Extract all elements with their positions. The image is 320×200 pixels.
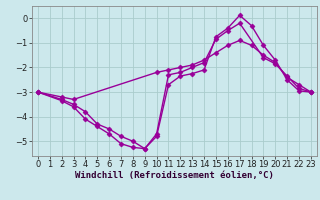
- X-axis label: Windchill (Refroidissement éolien,°C): Windchill (Refroidissement éolien,°C): [75, 171, 274, 180]
